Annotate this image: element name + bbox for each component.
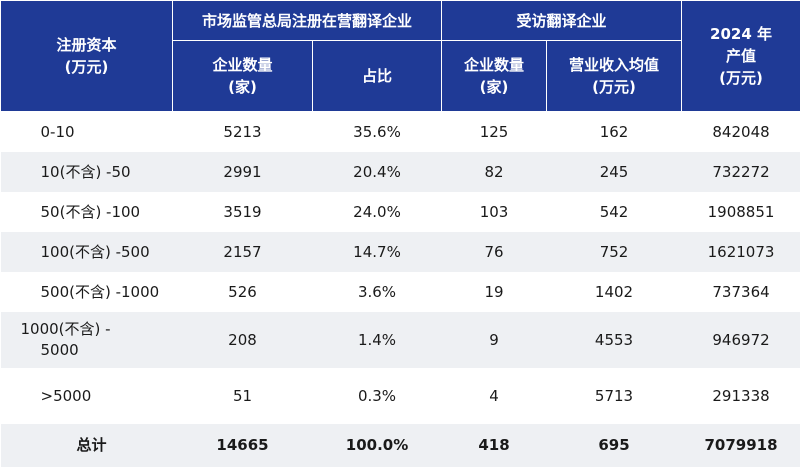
cell-output: 1621073 — [681, 232, 800, 272]
table-row: >5000 51 0.3% 4 5713 291338 — [1, 368, 800, 424]
cell-share: 1.4% — [312, 312, 442, 368]
header-surveyed-count-line2: (家) — [479, 78, 509, 96]
cell-count: 2157 — [172, 232, 313, 272]
cell-avg: 752 — [546, 232, 682, 272]
cell-output: 732272 — [681, 152, 800, 192]
header-registered-capital: 注册资本 (万元) — [0, 0, 173, 112]
cell-output: 1908851 — [707, 202, 775, 221]
cell-count: 51 — [232, 386, 253, 405]
cell-share: 0.3% — [357, 386, 397, 405]
cell-avg: 1402 — [594, 282, 634, 301]
cell-total-avg: 695 — [546, 424, 682, 467]
cell-output: 842048 — [712, 122, 770, 141]
cell-capital: 500(不含) -1000 — [40, 282, 160, 301]
cell-capital-line2: 5000 — [40, 341, 79, 359]
cell-share: 20.4% — [312, 152, 442, 192]
table-body: 0-10 5213 35.6% 125 162 842048 10(不含) -5… — [0, 112, 800, 467]
cell-capital-line1: 1000(不含) - — [20, 320, 111, 338]
header-avg-revenue-line1: 营业收入均值 — [569, 56, 660, 74]
header-output-line1: 2024 年 — [710, 25, 773, 43]
table-row: 0-10 5213 35.6% 125 162 842048 — [1, 112, 800, 153]
header-registered-capital-line2: (万元) — [64, 58, 109, 76]
cell-total-output: 7079918 — [681, 424, 800, 467]
table-row: 500(不含) -1000 526 3.6% 19 1402 737364 — [1, 272, 800, 312]
cell-count: 526 — [228, 282, 257, 301]
cell-count: 3519 — [223, 202, 262, 221]
table-row: 50(不含) -100 3519 24.0% 103 542 1908851 — [1, 192, 800, 232]
cell-surveyed: 82 — [441, 152, 547, 192]
header-enterprise-count: 企业数量 (家) — [172, 40, 313, 112]
table-row-total: 总计 14665 100.0% 418 695 7079918 — [0, 424, 800, 467]
cell-capital: 10(不含) -50 — [0, 152, 173, 192]
cell-total-count: 14665 — [172, 424, 313, 467]
cell-avg: 162 — [599, 122, 629, 141]
cell-total-label: 总计 — [0, 424, 173, 467]
cell-share: 35.6% — [353, 122, 401, 141]
header-share: 占比 — [311, 40, 443, 112]
header-enterprise-count-line2: (家) — [228, 78, 257, 96]
cell-output: 946972 — [681, 312, 800, 368]
cell-avg: 4553 — [546, 312, 682, 368]
table-row: 1000(不含) - 5000 208 1.4% 9 4553 946972 — [0, 312, 800, 368]
table-row: 10(不含) -50 2991 20.4% 82 245 732272 — [0, 152, 800, 192]
cell-total-share: 100.0% — [312, 424, 442, 467]
table-header: 注册资本 (万元) 市场监管总局注册在营翻译企业 受访翻译企业 2024 年 产… — [0, 0, 800, 112]
cell-surveyed: 103 — [479, 202, 509, 221]
cell-capital: 100(不含) -500 — [0, 232, 173, 272]
cell-surveyed: 19 — [484, 282, 504, 301]
header-group-market: 市场监管总局注册在营翻译企业 — [171, 0, 443, 41]
cell-share: 24.0% — [353, 202, 401, 221]
cell-avg: 542 — [599, 202, 629, 221]
cell-total-surveyed: 418 — [441, 424, 547, 467]
cell-surveyed: 125 — [479, 122, 509, 141]
header-enterprise-count-line1: 企业数量 — [212, 56, 273, 74]
cell-count: 2991 — [172, 152, 313, 192]
cell-surveyed: 4 — [489, 386, 499, 405]
header-output-line3: (万元) — [719, 69, 763, 87]
header-avg-revenue: 营业收入均值 (万元) — [546, 40, 683, 112]
cell-avg: 5713 — [594, 386, 634, 405]
header-group-surveyed: 受访翻译企业 — [441, 0, 683, 41]
header-output-line2: 产值 — [726, 47, 757, 65]
cell-share: 3.6% — [357, 282, 397, 301]
header-output-2024: 2024 年 产值 (万元) — [681, 0, 800, 112]
cell-capital: 0-10 — [40, 122, 75, 141]
header-surveyed-count: 企业数量 (家) — [441, 40, 548, 112]
header-surveyed-count-line1: 企业数量 — [464, 56, 525, 74]
cell-surveyed: 9 — [441, 312, 547, 368]
cell-count: 5213 — [223, 122, 262, 141]
cell-capital: >5000 — [40, 386, 92, 405]
table-row: 100(不含) -500 2157 14.7% 76 752 1621073 — [0, 232, 800, 272]
cell-count: 208 — [172, 312, 313, 368]
cell-share: 14.7% — [312, 232, 442, 272]
cell-surveyed: 76 — [441, 232, 547, 272]
cell-output: 291338 — [712, 386, 770, 405]
cell-output: 737364 — [712, 282, 770, 301]
cell-capital: 1000(不含) - 5000 — [0, 312, 173, 368]
header-registered-capital-line1: 注册资本 — [56, 36, 117, 54]
cell-capital: 50(不含) -100 — [40, 202, 141, 221]
cell-avg: 245 — [546, 152, 682, 192]
header-avg-revenue-line2: (万元) — [592, 78, 636, 96]
